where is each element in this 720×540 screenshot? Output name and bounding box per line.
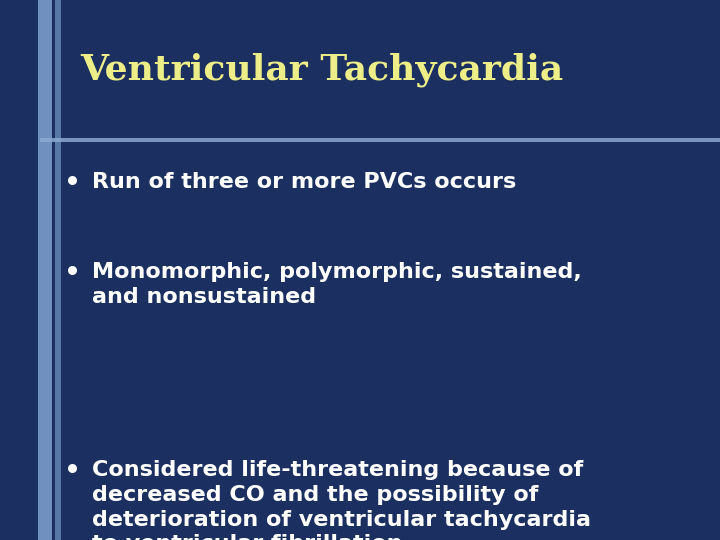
Text: Run of three or more PVCs occurs: Run of three or more PVCs occurs <box>92 172 516 192</box>
Text: Ventricular Tachycardia: Ventricular Tachycardia <box>80 53 563 87</box>
Bar <box>40 138 720 142</box>
Bar <box>38 0 52 540</box>
Bar <box>55 0 61 540</box>
Text: Considered life-threatening because of
decreased CO and the possibility of
deter: Considered life-threatening because of d… <box>92 460 591 540</box>
Text: Monomorphic, polymorphic, sustained,
and nonsustained: Monomorphic, polymorphic, sustained, and… <box>92 262 582 307</box>
